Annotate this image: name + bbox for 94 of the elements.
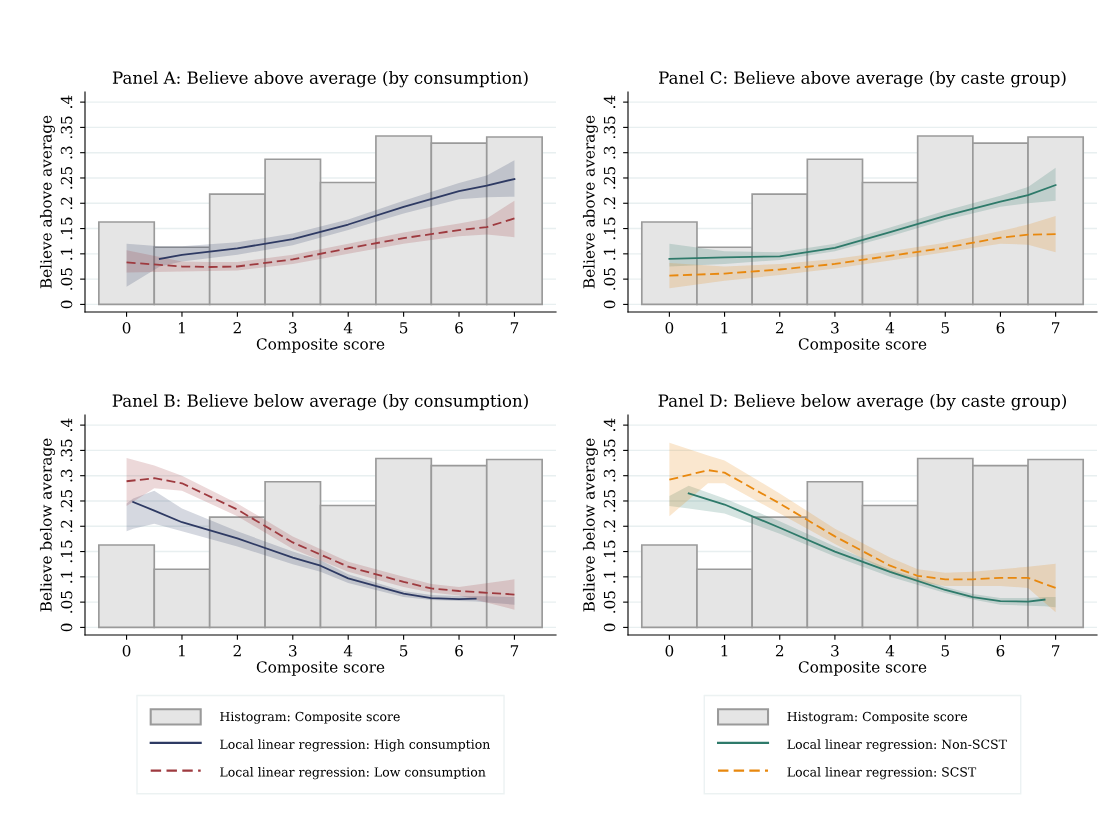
y-tick-label: .4 [60,95,73,108]
x-tick-label: 5 [400,645,408,657]
y-axis-title: Believe below average [582,438,598,612]
x-tick-label: 3 [831,644,839,657]
x-tick-label: 2 [775,644,784,657]
y-tick-label: .15 [603,540,616,563]
legend-label: Local linear regression: Non-SCST [787,739,1007,752]
x-tick-label: 4 [885,321,895,334]
line-series [125,217,516,268]
legend-label: Local linear regression: Low consumption [220,767,486,780]
y-tick-label: .2 [603,520,616,533]
x-tick-label: 7 [1052,645,1060,657]
y-tick-label: .25 [603,490,616,512]
y-tick-label: .2 [603,197,616,210]
chart-title: Panel C: Believe above average (by caste group) [659,71,1066,88]
chart-title: Panel A: Believe above average (by consumption) [112,71,528,88]
x-tick-label: 6 [455,321,463,334]
chart-title: Panel B: Believe below average (by consumption) [112,394,528,411]
y-tick-label: 0 [603,623,616,632]
y-tick-label: .05 [60,268,73,290]
y-tick-label: .25 [603,167,616,189]
y-tick-label: .3 [60,469,73,482]
x-tick-label: 1 [178,321,185,334]
x-tick-label: 0 [665,644,674,657]
x-axis-title: Composite score [798,661,927,676]
y-tick-label: .05 [60,591,73,613]
x-tick-label: 6 [455,644,463,657]
x-tick-label: 7 [1052,322,1060,334]
y-tick-label: .1 [60,571,73,583]
line-series [687,492,1046,603]
x-tick-label: 0 [122,644,131,657]
x-axis-title: Composite score [256,338,385,353]
x-axis-title: Composite score [256,661,385,676]
x-tick-label: 2 [233,644,241,657]
x-tick-label: 4 [343,644,353,657]
y-tick-label: .15 [603,217,616,240]
y-tick-label: .35 [603,116,616,139]
y-tick-label: .3 [603,469,616,482]
y-tick-label: .1 [60,248,73,260]
y-tick-label: 0 [60,623,73,632]
x-tick-label: 1 [721,644,728,657]
y-tick-label: .3 [603,146,616,159]
y-tick-label: .4 [603,95,616,108]
x-tick-label: 2 [233,321,241,334]
x-tick-label: 7 [510,322,519,334]
x-tick-label: 0 [665,321,674,334]
y-axis-title: Believe above average [39,115,55,289]
y-tick-label: .25 [60,167,73,189]
y-axis-title: Believe above average [582,115,598,289]
y-tick-label: .15 [60,217,73,240]
y-tick-label: .4 [60,418,73,431]
y-tick-label: 0 [603,300,616,309]
x-tick-label: 0 [122,321,131,334]
y-tick-label: .05 [603,268,616,290]
x-tick-label: 5 [400,322,408,334]
legend-label: Histogram: Composite score [220,711,400,724]
x-tick-label: 4 [885,644,895,657]
line-series [668,233,1057,277]
x-tick-label: 6 [996,321,1005,334]
x-tick-label: 5 [941,645,949,657]
x-tick-label: 3 [831,321,839,334]
line-series [132,501,477,600]
x-tick-label: 6 [996,644,1005,657]
chart-title: Panel D: Believe below average (by caste group) [658,394,1067,411]
y-tick-label: .35 [603,439,616,462]
x-tick-label: 5 [941,322,949,334]
y-tick-label: .15 [60,540,73,563]
y-axis-title: Believe below average [39,438,55,612]
line-series [158,178,516,260]
line-series [668,469,1057,589]
x-tick-label: 3 [289,321,297,334]
y-tick-label: .1 [603,571,616,583]
legend-label: Local linear regression: High consumption [220,739,490,752]
y-tick-label: 0 [60,300,73,309]
x-tick-label: 4 [343,321,353,334]
y-tick-label: .3 [60,146,73,159]
line-series [668,184,1057,260]
y-tick-label: .25 [60,490,73,512]
legend-label: Local linear regression: SCST [787,767,977,780]
x-tick-label: 7 [510,645,519,657]
x-tick-label: 2 [775,321,784,334]
x-tick-label: 3 [289,644,297,657]
y-tick-label: .35 [60,439,73,462]
y-tick-label: .05 [603,591,616,613]
y-tick-label: .2 [60,197,73,210]
x-axis-title: Composite score [798,338,927,353]
y-tick-label: .1 [603,248,616,260]
line-series [125,477,516,596]
y-tick-label: .35 [60,116,73,139]
y-tick-label: .4 [603,418,616,431]
y-tick-label: .2 [60,520,73,533]
legend-label: Histogram: Composite score [787,711,968,724]
x-tick-label: 1 [178,644,185,657]
x-tick-label: 1 [721,321,728,334]
